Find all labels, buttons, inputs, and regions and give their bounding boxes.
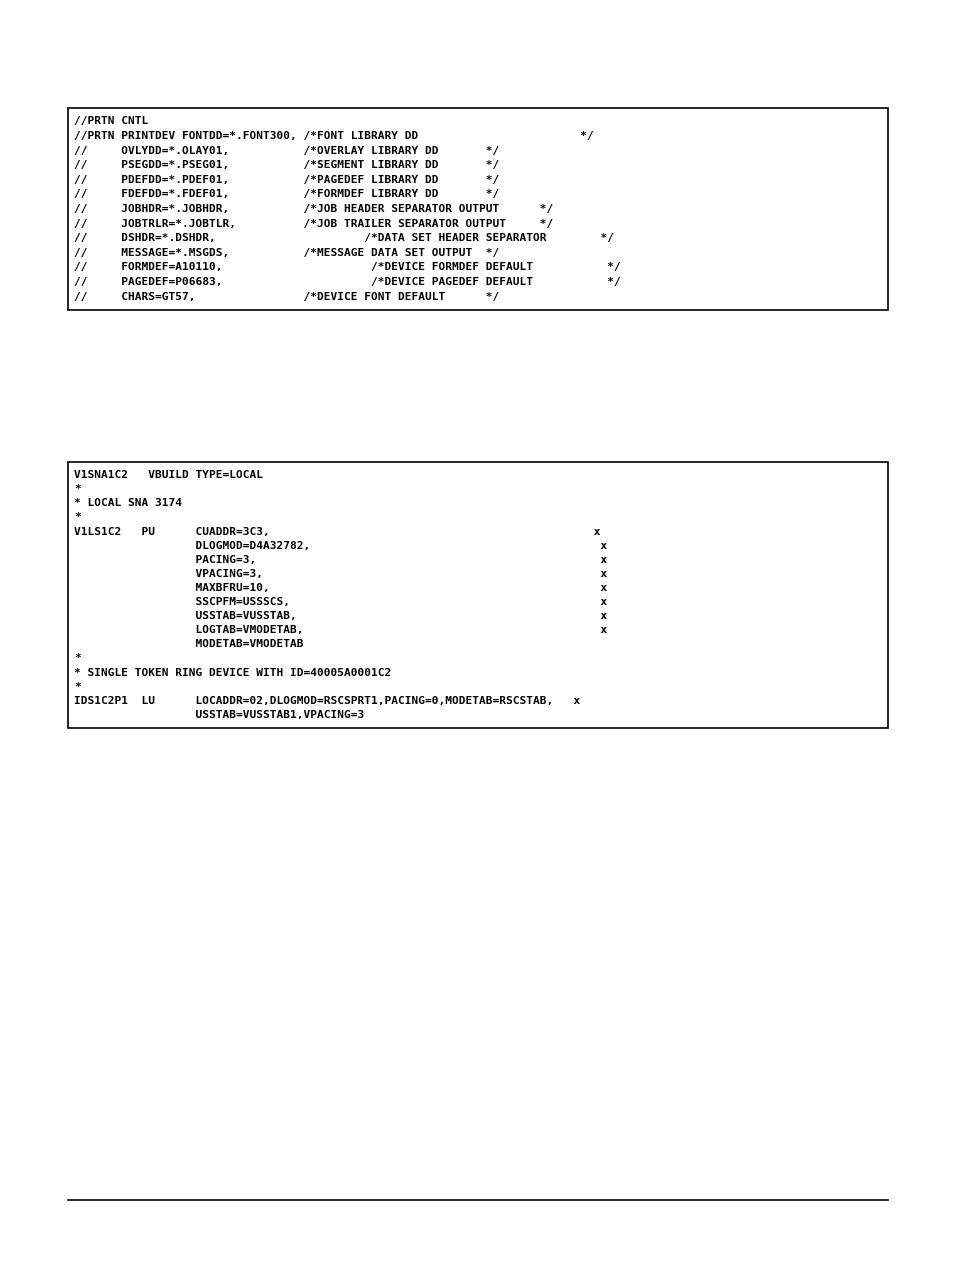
Text: //PRTN PRINTDEV FONTDD=*.FONT300, /*FONT LIBRARY DD                        */: //PRTN PRINTDEV FONTDD=*.FONT300, /*FONT… [74, 131, 593, 141]
Text: //     PDEFDD=*.PDEF01,           /*PAGEDEF LIBRARY DD       */: // PDEFDD=*.PDEF01, /*PAGEDEF LIBRARY DD… [74, 175, 498, 185]
Text: * LOCAL SNA 3174: * LOCAL SNA 3174 [74, 498, 182, 508]
Text: IDS1C2P1  LU      LOCADDR=02,DLOGMOD=RSCSPRT1,PACING=0,MODETAB=RSCSTAB,   x: IDS1C2P1 LU LOCADDR=02,DLOGMOD=RSCSPRT1,… [74, 696, 579, 706]
Text: *: * [74, 512, 81, 522]
Text: USSTAB=VUSSTAB,                                             x: USSTAB=VUSSTAB, x [74, 611, 607, 621]
Text: //     DSHDR=*.DSHDR,                      /*DATA SET HEADER SEPARATOR        */: // DSHDR=*.DSHDR, /*DATA SET HEADER SEPA… [74, 233, 614, 243]
Text: DLOGMOD=D4A32782,                                           x: DLOGMOD=D4A32782, x [74, 541, 607, 551]
Text: //     FDEFDD=*.FDEF01,           /*FORMDEF LIBRARY DD       */: // FDEFDD=*.FDEF01, /*FORMDEF LIBRARY DD… [74, 189, 498, 199]
Bar [68, 462, 887, 729]
Text: //     FORMDEF=A10110,                      /*DEVICE FORMDEF DEFAULT           *: // FORMDEF=A10110, /*DEVICE FORMDEF DEFA… [74, 262, 620, 272]
Text: //     PAGEDEF=P06683,                      /*DEVICE PAGEDEF DEFAULT           *: // PAGEDEF=P06683, /*DEVICE PAGEDEF DEFA… [74, 277, 620, 288]
Text: V1SNA1C2   VBUILD TYPE=LOCAL: V1SNA1C2 VBUILD TYPE=LOCAL [74, 470, 263, 480]
Text: * SINGLE TOKEN RING DEVICE WITH ID=40005A0001C2: * SINGLE TOKEN RING DEVICE WITH ID=40005… [74, 668, 391, 678]
Text: MODETAB=VMODETAB: MODETAB=VMODETAB [74, 640, 303, 650]
Text: //     MESSAGE=*.MSGDS,           /*MESSAGE DATA SET OUTPUT  */: // MESSAGE=*.MSGDS, /*MESSAGE DATA SET O… [74, 248, 498, 258]
Text: //PRTN CNTL: //PRTN CNTL [74, 117, 148, 127]
Text: //     JOBHDR=*.JOBHDR,           /*JOB HEADER SEPARATOR OUTPUT      */: // JOBHDR=*.JOBHDR, /*JOB HEADER SEPARAT… [74, 204, 553, 214]
Text: USSTAB=VUSSTAB1,VPACING=3: USSTAB=VUSSTAB1,VPACING=3 [74, 710, 364, 720]
Text: //     PSEGDD=*.PSEG01,           /*SEGMENT LIBRARY DD       */: // PSEGDD=*.PSEG01, /*SEGMENT LIBRARY DD… [74, 160, 498, 170]
Text: //     JOBTRLR=*.JOBTLR,          /*JOB TRAILER SEPARATOR OUTPUT     */: // JOBTRLR=*.JOBTLR, /*JOB TRAILER SEPAR… [74, 219, 553, 228]
Text: *: * [74, 682, 81, 692]
Text: *: * [74, 484, 81, 494]
Text: PACING=3,                                                   x: PACING=3, x [74, 555, 607, 565]
Text: V1LS1C2   PU      CUADDR=3C3,                                                x: V1LS1C2 PU CUADDR=3C3, x [74, 527, 599, 536]
Text: LOGTAB=VMODETAB,                                            x: LOGTAB=VMODETAB, x [74, 626, 607, 635]
Text: VPACING=3,                                                  x: VPACING=3, x [74, 569, 607, 579]
Text: SSCPFM=USSSCS,                                              x: SSCPFM=USSSCS, x [74, 597, 607, 607]
Text: //     OVLYDD=*.OLAY01,           /*OVERLAY LIBRARY DD       */: // OVLYDD=*.OLAY01, /*OVERLAY LIBRARY DD… [74, 146, 498, 156]
Text: //     CHARS=GT57,                /*DEVICE FONT DEFAULT      */: // CHARS=GT57, /*DEVICE FONT DEFAULT */ [74, 291, 498, 302]
Text: *: * [74, 654, 81, 664]
Bar [68, 108, 887, 310]
Text: MAXBFRU=10,                                                 x: MAXBFRU=10, x [74, 583, 607, 593]
